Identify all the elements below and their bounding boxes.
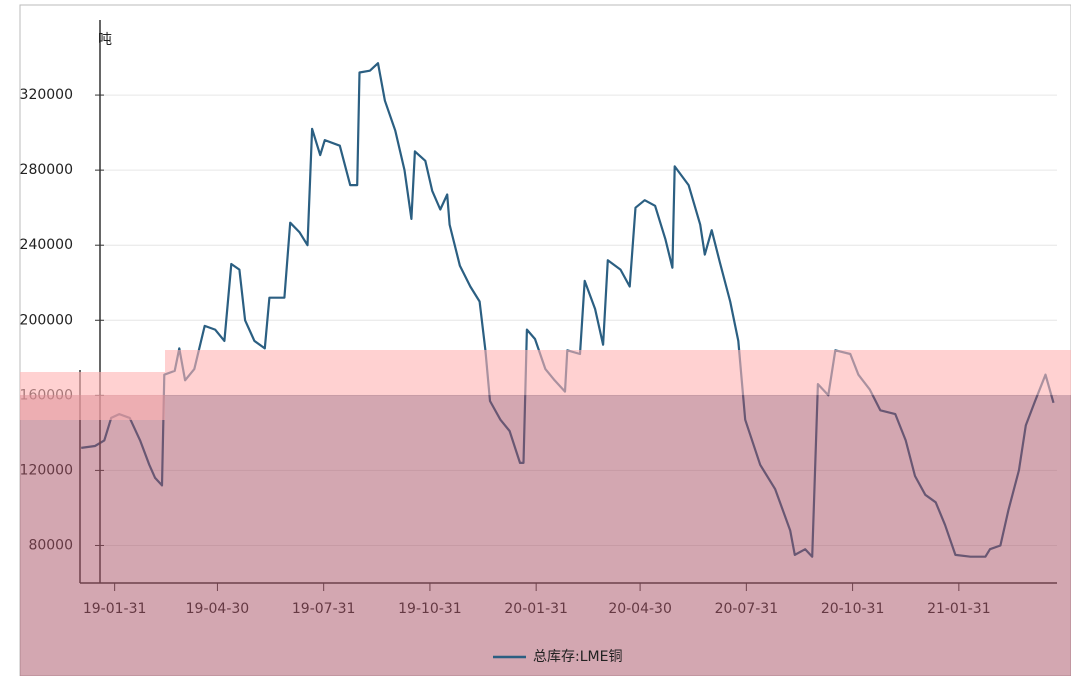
legend-label: 总库存:LME铜	[533, 649, 622, 665]
overlay-light	[165, 350, 1071, 395]
y-tick-label: 320000	[20, 87, 73, 103]
y-tick-label: 240000	[20, 237, 73, 253]
y-unit: 吨	[98, 32, 112, 48]
overlay-dark	[20, 395, 1071, 676]
y-tick-label: 200000	[20, 312, 73, 328]
overlay-light	[20, 372, 165, 420]
y-tick-label: 280000	[20, 162, 73, 178]
